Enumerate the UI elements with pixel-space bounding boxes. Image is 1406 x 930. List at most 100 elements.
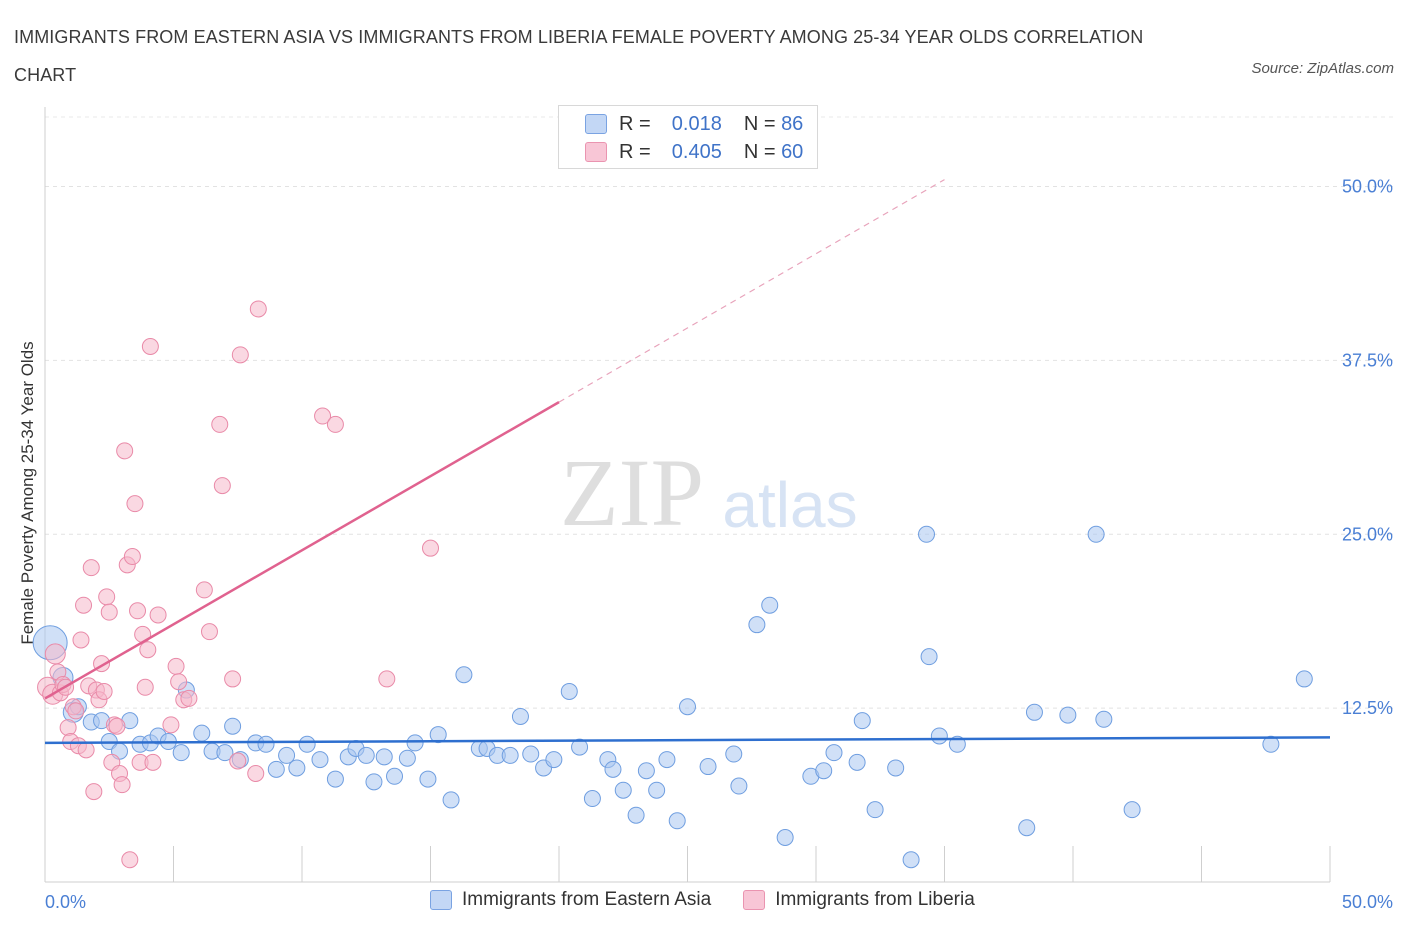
data-point xyxy=(144,753,162,771)
data-point xyxy=(545,751,563,769)
data-point xyxy=(748,616,766,634)
data-point xyxy=(648,781,666,799)
data-point xyxy=(85,783,103,801)
data-point xyxy=(357,746,375,764)
data-point xyxy=(442,791,460,809)
data-point xyxy=(162,716,180,734)
data-point xyxy=(511,707,529,725)
y-tick-label: 25.0% xyxy=(1342,524,1393,544)
data-point xyxy=(918,525,936,543)
data-point xyxy=(560,682,578,700)
legend-r-value: 0.018 xyxy=(671,112,722,135)
data-point xyxy=(193,724,211,742)
data-point xyxy=(920,648,938,666)
bottom-legend-swatch-blue xyxy=(430,890,452,910)
data-point xyxy=(571,738,589,756)
data-point xyxy=(406,734,424,752)
legend-n-label: N = xyxy=(743,140,776,163)
data-point xyxy=(113,776,131,794)
watermark-zip: ZIP xyxy=(560,439,704,546)
data-point xyxy=(108,717,126,735)
data-point xyxy=(725,745,743,763)
data-point xyxy=(216,744,234,762)
x-tick-label-right: 50.0% xyxy=(1342,892,1393,912)
data-point xyxy=(422,539,439,557)
data-point xyxy=(136,678,154,696)
data-point xyxy=(311,751,329,769)
data-point xyxy=(378,670,396,688)
data-point xyxy=(278,746,296,764)
bottom-legend-label: Immigrants from Liberia xyxy=(775,889,975,910)
data-point xyxy=(224,717,242,735)
data-point xyxy=(121,851,139,869)
legend-box: R = 0.018 N = 86 R = 0.405 N = 60 xyxy=(558,105,818,169)
data-point xyxy=(126,495,144,513)
data-point xyxy=(398,749,416,767)
data-point xyxy=(375,748,393,766)
data-point xyxy=(902,851,920,869)
data-point xyxy=(82,559,100,577)
data-point xyxy=(170,673,188,691)
legend-row-liberia: R = 0.405 N = 60 xyxy=(585,138,803,166)
data-point xyxy=(314,407,332,425)
data-point xyxy=(139,641,157,659)
data-point xyxy=(848,753,866,771)
data-point xyxy=(1025,703,1043,721)
data-point xyxy=(668,812,686,830)
data-point xyxy=(637,762,655,780)
data-point xyxy=(195,581,213,599)
data-point xyxy=(699,758,717,776)
data-point xyxy=(365,773,383,791)
data-point xyxy=(1059,706,1077,724)
data-point xyxy=(583,790,601,808)
data-point xyxy=(141,338,159,355)
data-point xyxy=(229,752,247,770)
bottom-legend-swatch-pink xyxy=(743,890,766,910)
data-point xyxy=(288,759,306,777)
source-label: Source: ZipAtlas.com xyxy=(1251,60,1394,77)
data-point xyxy=(231,346,249,364)
bottom-legend-item-liberia: Immigrants from Liberia xyxy=(743,889,975,911)
legend-swatch-pink xyxy=(585,142,607,162)
trend-lines xyxy=(44,179,1331,745)
legend-n-value: 60 xyxy=(781,140,804,163)
data-point xyxy=(455,666,473,684)
data-point xyxy=(211,415,229,433)
gridlines xyxy=(45,116,1395,709)
trend-line-eastern-asia xyxy=(44,736,1331,745)
bottom-legend-label: Immigrants from Eastern Asia xyxy=(462,889,712,910)
data-point xyxy=(98,588,116,606)
data-point xyxy=(627,806,645,824)
data-point xyxy=(658,751,676,769)
series-eastern-asia-points xyxy=(32,525,1313,869)
legend-row-eastern-asia: R = 0.018 N = 86 xyxy=(585,110,803,138)
legend-r-label: R = xyxy=(619,140,651,163)
bottom-legend: Immigrants from Eastern Asia Immigrants … xyxy=(430,889,1007,911)
tick-labels: 12.5% 25.0% 37.5% 50.0% 0.0% 50.0% xyxy=(45,177,1393,912)
data-point xyxy=(1087,525,1105,543)
data-point xyxy=(67,702,85,720)
data-point xyxy=(825,744,843,762)
data-point xyxy=(75,596,93,614)
legend-n-label: N = xyxy=(743,112,776,135)
data-point xyxy=(501,746,519,764)
data-point xyxy=(1262,735,1280,753)
data-point xyxy=(257,735,275,753)
y-tick-label: 37.5% xyxy=(1342,350,1393,370)
data-point xyxy=(429,726,447,744)
data-point xyxy=(730,777,748,795)
data-point xyxy=(116,442,134,460)
data-point xyxy=(172,744,190,762)
data-point xyxy=(326,770,344,788)
data-point xyxy=(776,828,794,846)
data-point xyxy=(200,623,218,641)
x-tick-label-left: 0.0% xyxy=(45,892,86,912)
legend-swatch-blue xyxy=(585,114,607,134)
axes xyxy=(44,107,1331,883)
trend-line-liberia-extension xyxy=(558,179,945,403)
data-point xyxy=(213,477,231,495)
data-point xyxy=(930,727,948,745)
trend-line-liberia xyxy=(44,401,560,700)
data-point xyxy=(948,735,966,753)
watermark: ZIP atlas xyxy=(560,439,858,546)
